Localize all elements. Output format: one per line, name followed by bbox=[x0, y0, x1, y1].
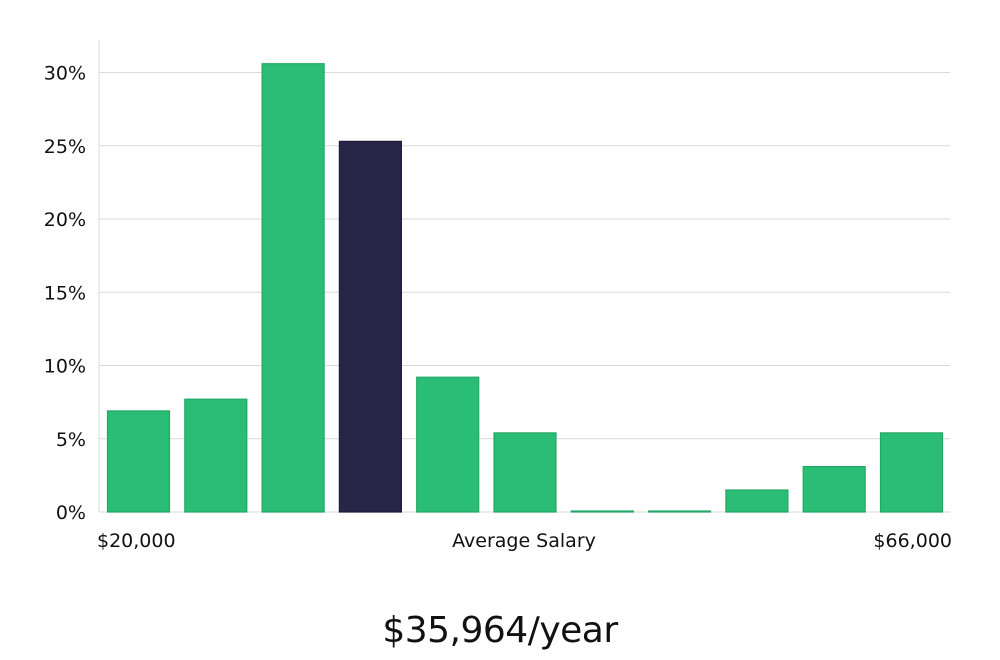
x-axis-title: Average Salary bbox=[452, 530, 596, 552]
bar bbox=[261, 63, 325, 513]
bar bbox=[647, 510, 712, 513]
y-tick-label: 15% bbox=[44, 282, 86, 304]
average-salary-value: $35,964/year bbox=[382, 610, 618, 651]
y-tick-label: 25% bbox=[44, 136, 86, 158]
y-tick-label: 0% bbox=[56, 502, 86, 524]
bar bbox=[416, 376, 480, 513]
x-min-label: $20,000 bbox=[97, 530, 176, 552]
y-tick-label: 20% bbox=[44, 209, 86, 231]
bar bbox=[802, 465, 866, 513]
bar bbox=[184, 398, 248, 513]
bar bbox=[106, 410, 171, 513]
y-tick-label: 5% bbox=[56, 429, 86, 451]
y-axis-ticks: 0% 5% 10% 15% 20% 25% 30% bbox=[44, 63, 86, 525]
y-tick-label: 30% bbox=[44, 63, 86, 85]
salary-distribution-chart: 0% 5% 10% 15% 20% 25% 30% $20,000 Average Sala… bbox=[44, 40, 952, 552]
bar bbox=[493, 432, 557, 513]
y-tick-label: 10% bbox=[44, 356, 86, 378]
bar bbox=[570, 510, 634, 513]
bars bbox=[106, 63, 944, 513]
bar bbox=[725, 489, 789, 513]
bar bbox=[879, 432, 944, 513]
x-max-label: $66,000 bbox=[873, 530, 952, 552]
bar-highlighted bbox=[338, 140, 402, 513]
